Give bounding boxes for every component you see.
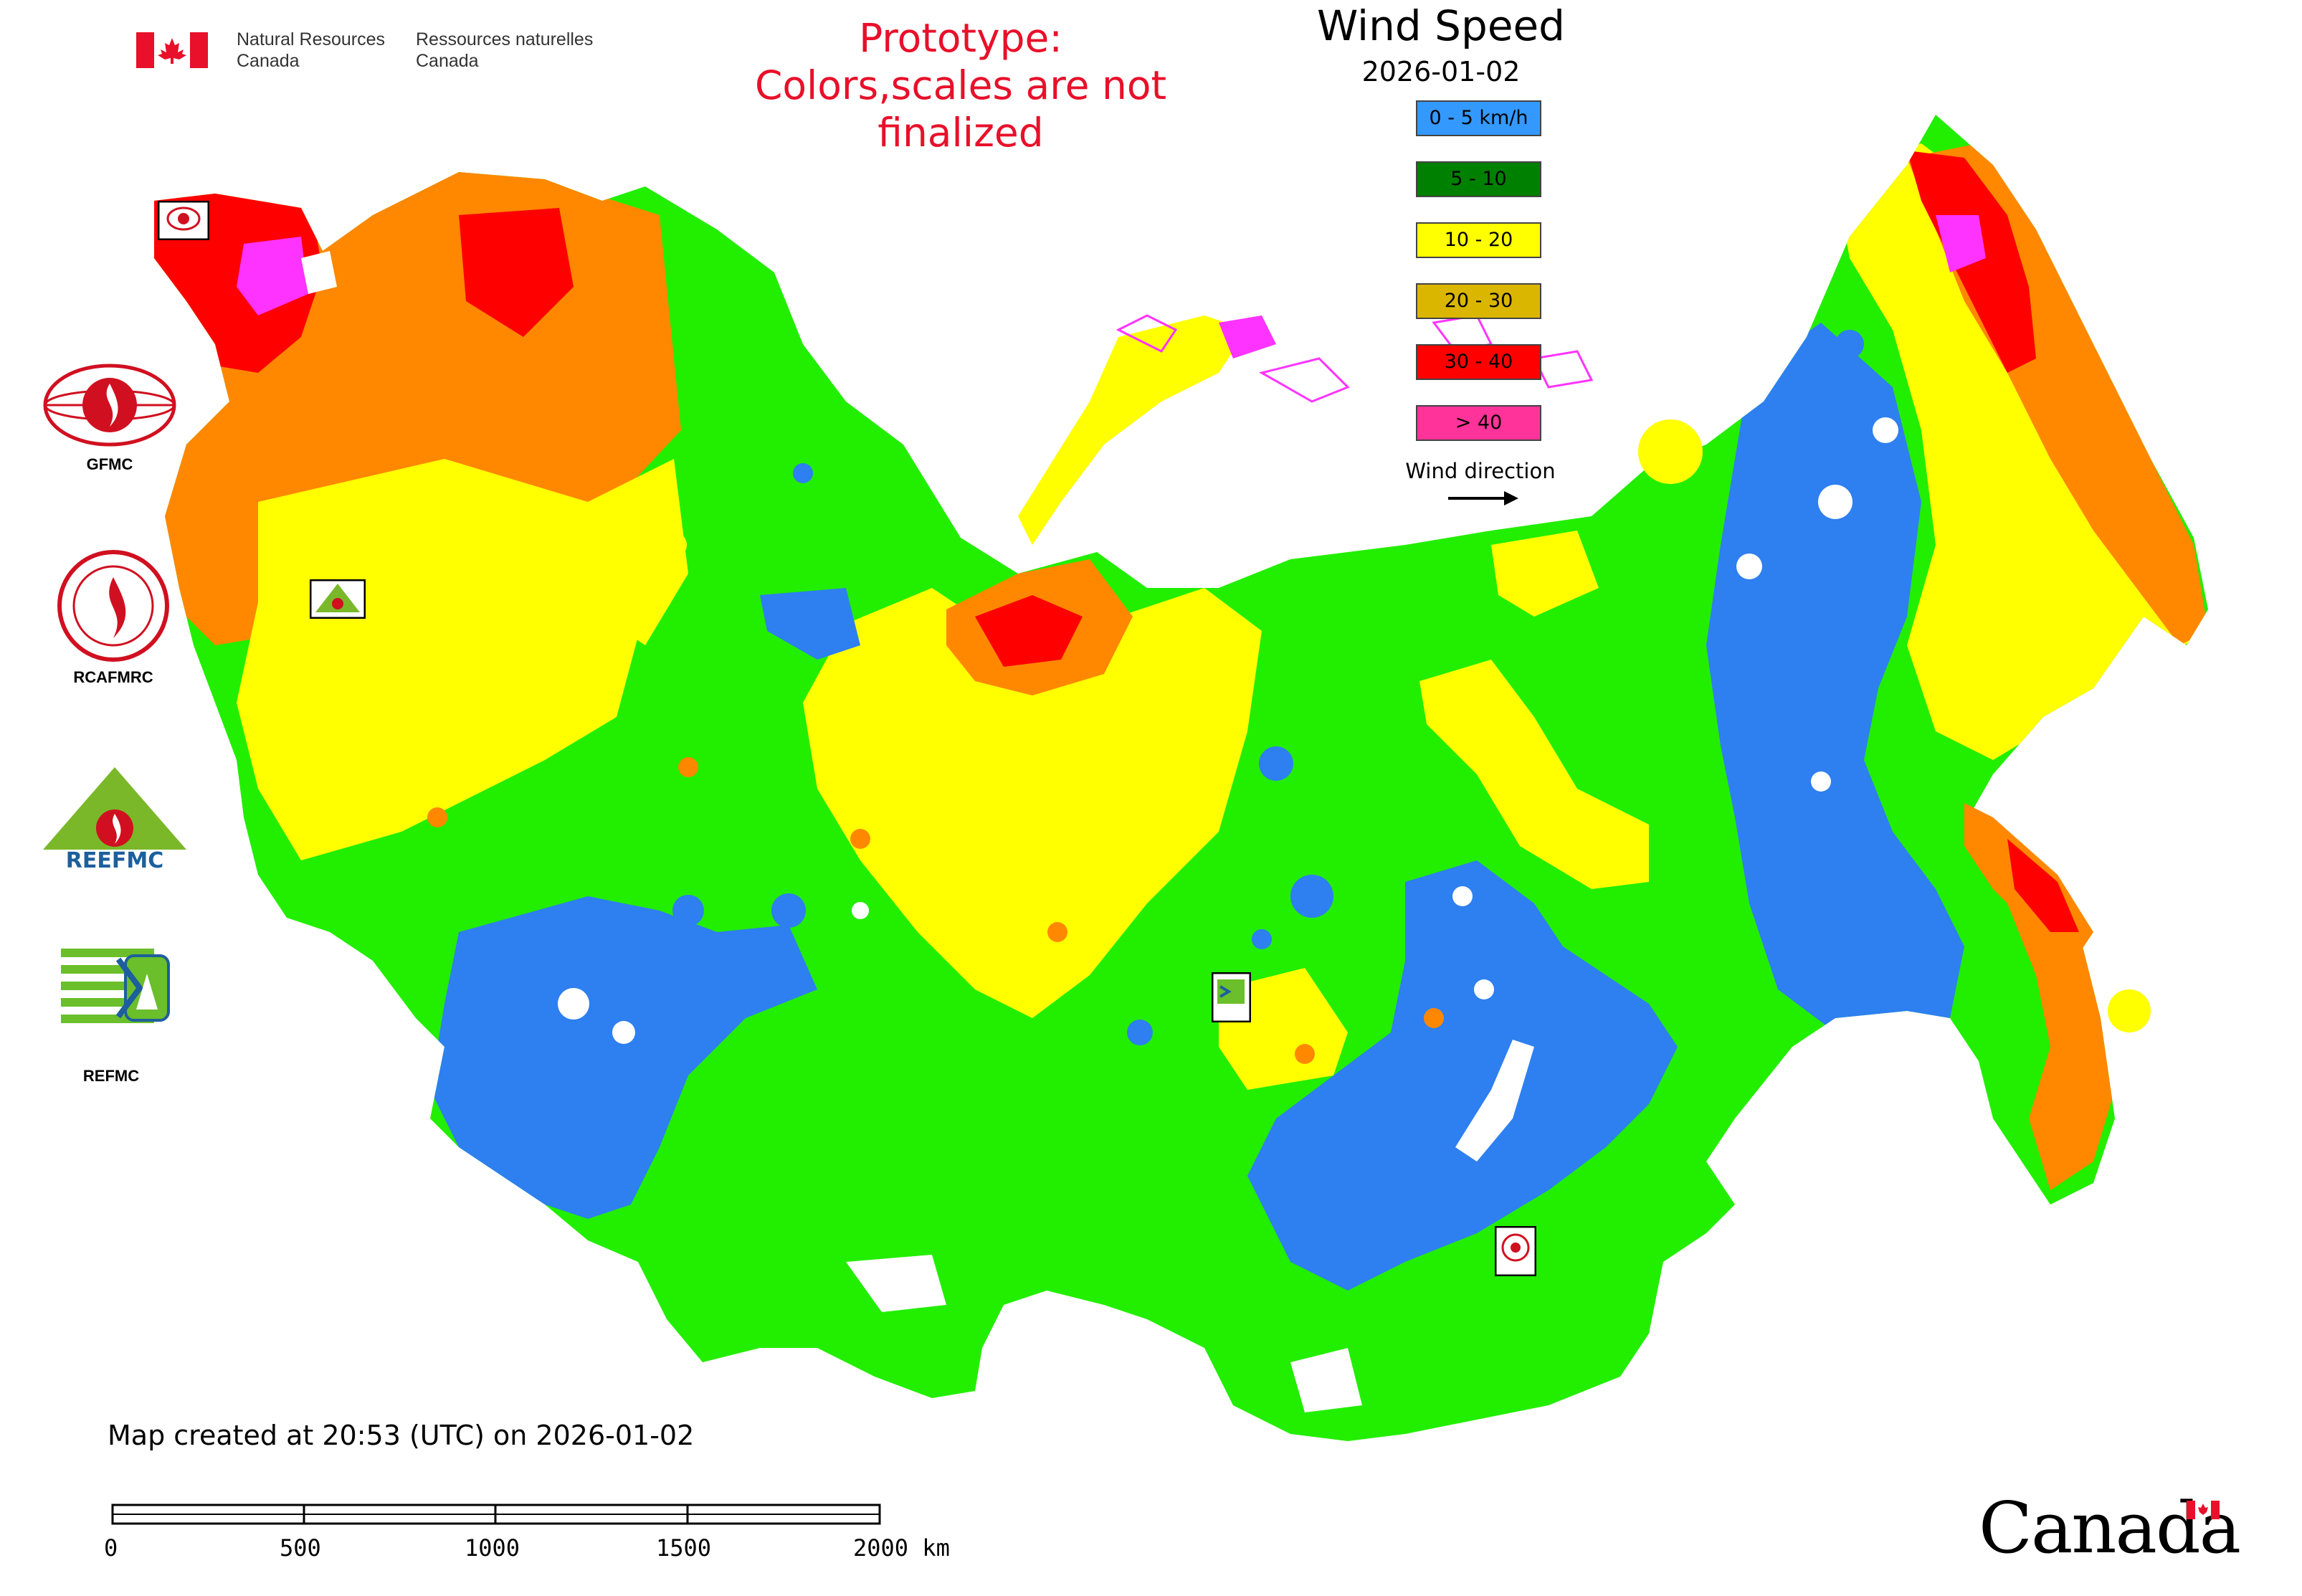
wind-direction-label: Wind direction [1405, 459, 1556, 483]
zone-calm-yakutia [1706, 323, 1964, 1047]
svg-text:REEFMC: REEFMC [66, 848, 163, 871]
wind-spots [348, 330, 2151, 1064]
refmc-logo-icon [57, 945, 172, 1031]
reefmc-logo-icon: REEFMC [43, 767, 186, 871]
reefmc-marker-icon [310, 579, 366, 619]
scale-label-0: 0 [104, 1534, 118, 1562]
dept-name-en: Natural Resources Canada [237, 29, 385, 72]
scale-label-2000: 2000 km [853, 1534, 950, 1562]
scale-label-500: 500 [280, 1534, 321, 1562]
scale-bar [111, 1504, 881, 1525]
dept-en-line1: Natural Resources [237, 29, 386, 49]
prototype-notice-line1: Prototype: [859, 15, 1062, 61]
canada-flag-icon [136, 32, 208, 68]
scale-label-1000: 1000 [465, 1534, 520, 1562]
rcafmrc-logo-icon [57, 550, 169, 662]
novaya-zemlya-extreme [1219, 315, 1276, 358]
legend-title: Wind Speed [1316, 1, 1566, 50]
prototype-notice-line2: Colors,scales are not finalized [754, 62, 1167, 156]
legend-class-low: 5 - 10 [1416, 161, 1541, 197]
legend-class-moderate: 10 - 20 [1416, 222, 1541, 258]
logo-label-refmc: REFMC [82, 1067, 140, 1085]
legend-date: 2026-01-02 [1361, 56, 1521, 87]
dept-fr-line1: Ressources naturelles [416, 29, 594, 49]
zone-moderate-central [803, 588, 1262, 1018]
legend-class-extreme: > 40 [1416, 405, 1541, 441]
novaya-zemlya-island [1018, 315, 1247, 545]
map-created-label: Map created at 20:53 (UTC) on 2026-01-02 [108, 1420, 695, 1451]
zone-moderate-far-east [1835, 143, 2208, 760]
zone-extreme-scandinavia [237, 237, 308, 315]
zone-moderate-taimyr [1491, 531, 1599, 617]
legend-class-very-high: 30 - 40 [1416, 344, 1541, 380]
zone-moderate-krasnoyarsk [1219, 968, 1348, 1090]
scale-label-1500: 1500 [656, 1534, 712, 1562]
zone-moderate-karelia [588, 459, 688, 645]
zone-very-high-yamal [975, 595, 1083, 667]
dept-name-fr: Ressources naturelles Canada [416, 29, 593, 72]
sakhalin-red-zone [2007, 839, 2079, 932]
lake-baikal [1455, 1040, 1534, 1162]
zone-extreme-chukotka [1936, 215, 1986, 272]
zone-calm-kazakh-north [430, 896, 817, 1219]
wind-direction-arrow-icon [1448, 491, 1518, 505]
zone-moderate-east-central [1419, 660, 1649, 889]
zone-calm-pechora [760, 588, 860, 660]
gfmc-logo-icon [43, 364, 176, 447]
gfmc-marker-icon [158, 201, 209, 240]
logo-label-rcafmrc: RCAFMRC [73, 668, 153, 686]
refmc-marker-icon [1212, 972, 1251, 1022]
legend-class-calm: 0 - 5 km/h [1416, 100, 1541, 136]
logo-label-gfmc: GFMC [86, 455, 133, 473]
canada-wordmark-flag-icon [2187, 1501, 2220, 1519]
legend-class-high: 20 - 30 [1416, 283, 1541, 319]
dept-en-line2: Canada [237, 51, 300, 71]
zone-calm-baikal [1247, 860, 1678, 1291]
canada-wordmark: Canada [1979, 1488, 2241, 1569]
zone-moderate-west [237, 459, 645, 860]
wind-zones [154, 143, 2208, 1291]
rcafmrc-marker-icon [1495, 1226, 1536, 1276]
dept-fr-line2: Canada [416, 51, 479, 71]
prototype-notice: Prototype: Colors,scales are not finaliz… [674, 14, 1247, 156]
zone-very-high-kola [459, 208, 574, 337]
